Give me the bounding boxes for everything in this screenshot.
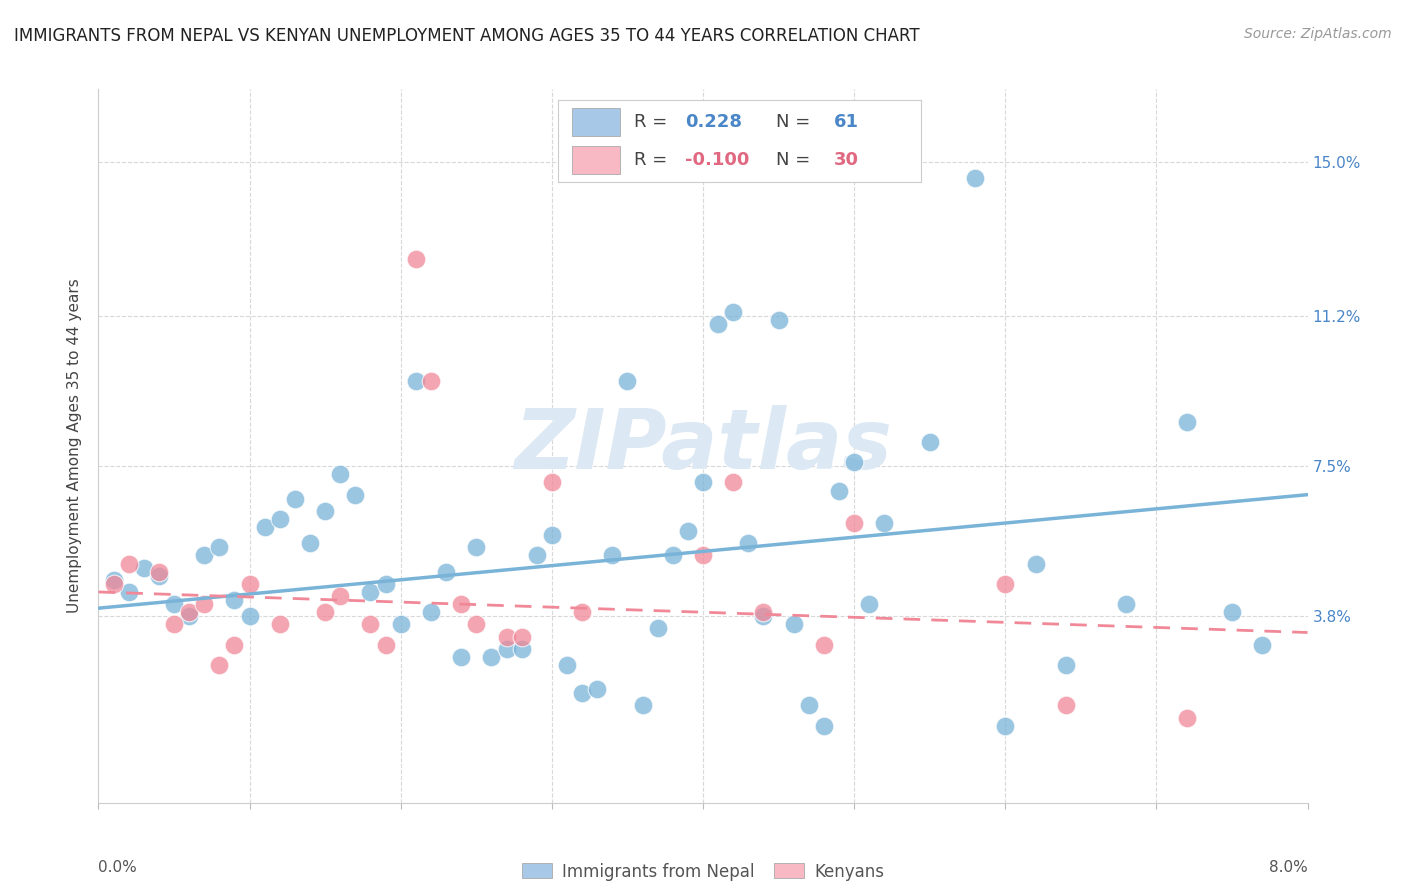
Point xyxy=(571,605,593,619)
Point xyxy=(586,682,609,697)
Point xyxy=(465,541,488,555)
Point xyxy=(299,536,322,550)
Point xyxy=(465,617,488,632)
Point xyxy=(434,565,457,579)
Text: IMMIGRANTS FROM NEPAL VS KENYAN UNEMPLOYMENT AMONG AGES 35 TO 44 YEARS CORRELATI: IMMIGRANTS FROM NEPAL VS KENYAN UNEMPLOY… xyxy=(14,27,920,45)
Point xyxy=(844,516,866,530)
Point xyxy=(631,698,654,713)
Point xyxy=(571,686,593,700)
Y-axis label: Unemployment Among Ages 35 to 44 years: Unemployment Among Ages 35 to 44 years xyxy=(67,278,83,614)
Point xyxy=(662,549,685,563)
Legend: Immigrants from Nepal, Kenyans: Immigrants from Nepal, Kenyans xyxy=(515,856,891,888)
Point xyxy=(510,630,533,644)
Point xyxy=(647,622,669,636)
Point xyxy=(526,549,548,563)
Point xyxy=(329,467,352,482)
Text: 0.0%: 0.0% xyxy=(98,860,138,874)
Point xyxy=(269,617,291,632)
Point xyxy=(103,577,125,591)
Point xyxy=(239,577,262,591)
Point xyxy=(707,318,730,332)
Point xyxy=(813,719,835,733)
Point xyxy=(163,597,186,611)
Point xyxy=(148,565,170,579)
Point xyxy=(797,698,820,713)
Point xyxy=(844,455,866,469)
Point xyxy=(329,589,352,603)
Text: Source: ZipAtlas.com: Source: ZipAtlas.com xyxy=(1244,27,1392,41)
Point xyxy=(179,605,201,619)
Point xyxy=(132,560,155,574)
Text: 8.0%: 8.0% xyxy=(1268,860,1308,874)
Point xyxy=(360,617,382,632)
Point xyxy=(314,605,336,619)
Point xyxy=(752,605,775,619)
Point xyxy=(239,609,262,624)
Point xyxy=(450,649,472,664)
Point xyxy=(253,520,276,534)
Point xyxy=(676,524,699,538)
Point xyxy=(858,597,880,611)
Point xyxy=(179,609,201,624)
Point xyxy=(1054,657,1077,672)
Point xyxy=(994,577,1017,591)
Point xyxy=(344,488,367,502)
Point xyxy=(1175,415,1198,429)
Point xyxy=(1251,638,1274,652)
Point xyxy=(193,597,215,611)
Point xyxy=(193,549,215,563)
Point xyxy=(918,434,941,449)
Point xyxy=(616,374,638,388)
Point xyxy=(481,649,503,664)
Point xyxy=(783,617,806,632)
Point xyxy=(148,568,170,582)
Point xyxy=(405,252,427,267)
Point xyxy=(1220,605,1243,619)
Point xyxy=(163,617,186,632)
Point xyxy=(405,374,427,388)
Point xyxy=(495,630,517,644)
Point xyxy=(269,512,291,526)
Point xyxy=(752,609,775,624)
Point xyxy=(510,641,533,656)
Point xyxy=(828,483,851,498)
Point xyxy=(692,549,714,563)
Point xyxy=(420,374,443,388)
Point xyxy=(374,638,396,652)
Point xyxy=(737,536,759,550)
Point xyxy=(103,573,125,587)
Point xyxy=(723,305,745,319)
Point xyxy=(208,657,231,672)
Point xyxy=(1175,711,1198,725)
Point xyxy=(555,657,578,672)
Point xyxy=(118,585,141,599)
Point xyxy=(224,593,246,607)
Point xyxy=(420,605,443,619)
Point xyxy=(118,557,141,571)
Point xyxy=(541,528,564,542)
Point xyxy=(360,585,382,599)
Text: ZIPatlas: ZIPatlas xyxy=(515,406,891,486)
Point xyxy=(208,541,231,555)
Point xyxy=(692,475,714,490)
Point xyxy=(994,719,1017,733)
Point xyxy=(495,641,517,656)
Point xyxy=(723,475,745,490)
Point xyxy=(284,491,307,506)
Point xyxy=(1054,698,1077,713)
Point xyxy=(813,638,835,652)
Point xyxy=(314,504,336,518)
Point xyxy=(965,171,987,186)
Point xyxy=(873,516,896,530)
Point xyxy=(602,549,624,563)
Point xyxy=(389,617,412,632)
Point xyxy=(1025,557,1047,571)
Point xyxy=(224,638,246,652)
Point xyxy=(768,313,790,327)
Point xyxy=(450,597,472,611)
Point xyxy=(374,577,396,591)
Point xyxy=(541,475,564,490)
Point xyxy=(1115,597,1137,611)
